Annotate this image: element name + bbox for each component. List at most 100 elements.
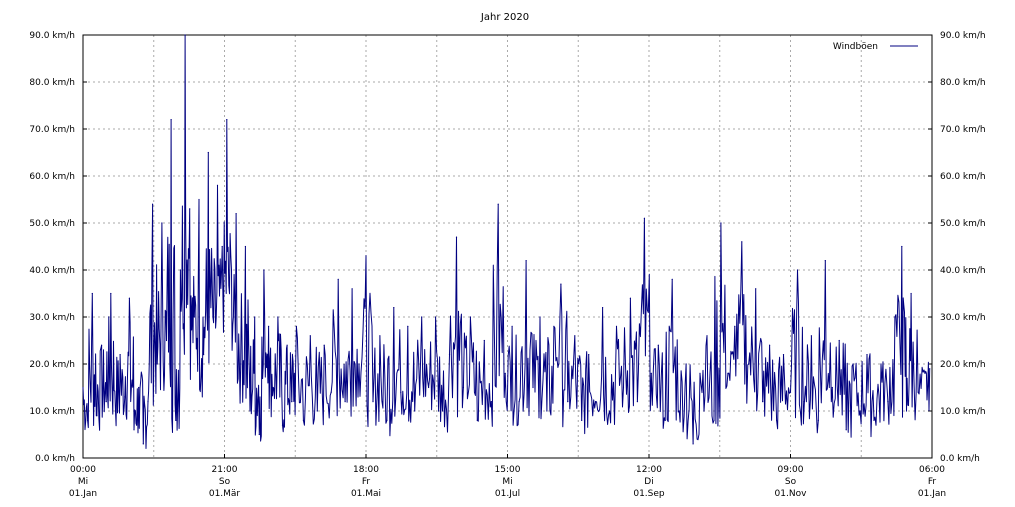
data-point	[441, 410, 444, 412]
data-point	[650, 372, 652, 374]
data-point	[133, 429, 135, 431]
y-tick-label-right: 10.0 km/h	[940, 407, 986, 417]
data-point	[302, 419, 304, 421]
data-point	[147, 401, 149, 403]
data-point	[776, 419, 778, 421]
x-tick-label-time: 06:00	[919, 465, 945, 475]
x-tick-label-date: 01.Sep	[633, 489, 665, 499]
data-point	[128, 297, 130, 299]
data-point	[504, 372, 506, 374]
data-point	[880, 363, 882, 365]
x-axis: 00:00 Mi 01.Jan 21:00 So 01.Mär 18:00 Fr 01.Mai 1…	[69, 465, 946, 499]
legend: Windböen	[833, 42, 918, 52]
data-point	[894, 316, 896, 318]
x-tick-label-time: 15:00	[495, 465, 521, 475]
x-tick-label-day: So	[785, 477, 797, 487]
data-point	[553, 325, 555, 327]
data-point	[518, 401, 520, 403]
data-point	[905, 410, 908, 412]
data-point	[344, 401, 346, 403]
data-point	[101, 344, 103, 346]
data-point	[226, 119, 228, 121]
data-point	[615, 325, 618, 327]
x-tick-label-time: 21:00	[212, 465, 238, 475]
chart-title: Jahr 2020	[480, 12, 529, 23]
x-tick-label-date: 01.Mär	[209, 489, 241, 499]
data-point	[929, 368, 931, 370]
data-point	[546, 410, 548, 412]
data-point	[254, 316, 256, 318]
data-point	[560, 283, 562, 285]
data-point	[782, 354, 785, 356]
data-point	[365, 255, 367, 257]
data-point	[323, 344, 325, 346]
data-point	[483, 339, 485, 342]
data-point	[539, 316, 541, 318]
data-point	[272, 386, 274, 389]
data-point	[156, 363, 158, 365]
data-point	[291, 401, 293, 403]
y-tick-label-left: 30.0 km/h	[29, 313, 75, 323]
y-tick-label-left: 50.0 km/h	[29, 219, 75, 229]
y-tick-label-right: 0.0 km/h	[940, 454, 980, 464]
x-tick-label-day: Fr	[362, 477, 371, 487]
x-tick-label-day: Mi	[502, 477, 512, 487]
data-point	[748, 363, 750, 365]
data-point	[588, 354, 590, 356]
data-point	[435, 316, 437, 318]
data-point	[96, 415, 98, 417]
data-point	[706, 335, 708, 337]
data-point	[462, 386, 464, 389]
data-point	[337, 278, 339, 280]
data-point	[400, 391, 402, 393]
data-point	[138, 386, 140, 389]
data-point	[448, 354, 451, 356]
y-tick-label-right: 50.0 km/h	[940, 219, 986, 229]
data-point	[421, 316, 423, 318]
data-point	[105, 401, 107, 403]
data-point	[845, 429, 847, 431]
data-point	[240, 363, 242, 365]
data-point	[428, 386, 430, 389]
data-point	[414, 410, 416, 412]
data-point	[762, 401, 764, 403]
data-point	[685, 363, 687, 365]
x-tick-label-day: Fr	[928, 477, 937, 487]
legend-label: Windböen	[833, 42, 878, 52]
data-point	[727, 372, 729, 374]
data-point	[622, 386, 625, 389]
data-point	[203, 354, 205, 356]
data-point	[124, 396, 126, 398]
y-axis-left: 0.0 km/h 10.0 km/h 20.0 km/h 30.0 km/h 40.0 …	[29, 31, 75, 464]
data-point	[734, 325, 736, 327]
data-point	[720, 222, 722, 224]
data-point	[193, 316, 195, 318]
y-tick-label-left: 0.0 km/h	[35, 454, 75, 464]
data-point	[796, 269, 799, 271]
y-tick-label-right: 80.0 km/h	[940, 78, 986, 88]
data-point	[249, 410, 251, 412]
series-layer	[82, 34, 931, 449]
data-point	[713, 419, 715, 421]
x-tick-label-time: 09:00	[778, 465, 804, 475]
data-point	[87, 419, 89, 421]
data-point	[175, 419, 177, 421]
y-tick-label-left: 80.0 km/h	[29, 78, 75, 88]
data-point	[268, 325, 270, 327]
data-point	[286, 344, 288, 346]
data-point	[901, 245, 903, 248]
data-point	[152, 203, 154, 205]
data-point	[393, 307, 395, 309]
y-tick-label-left: 60.0 km/h	[29, 172, 75, 182]
data-point	[609, 410, 611, 412]
data-point	[602, 307, 604, 309]
data-point	[511, 325, 513, 327]
data-point	[142, 443, 144, 445]
data-point	[469, 316, 471, 318]
data-point	[838, 339, 840, 342]
data-point	[831, 386, 833, 389]
data-point	[803, 401, 806, 403]
data-point	[852, 363, 854, 365]
data-point	[636, 401, 639, 403]
